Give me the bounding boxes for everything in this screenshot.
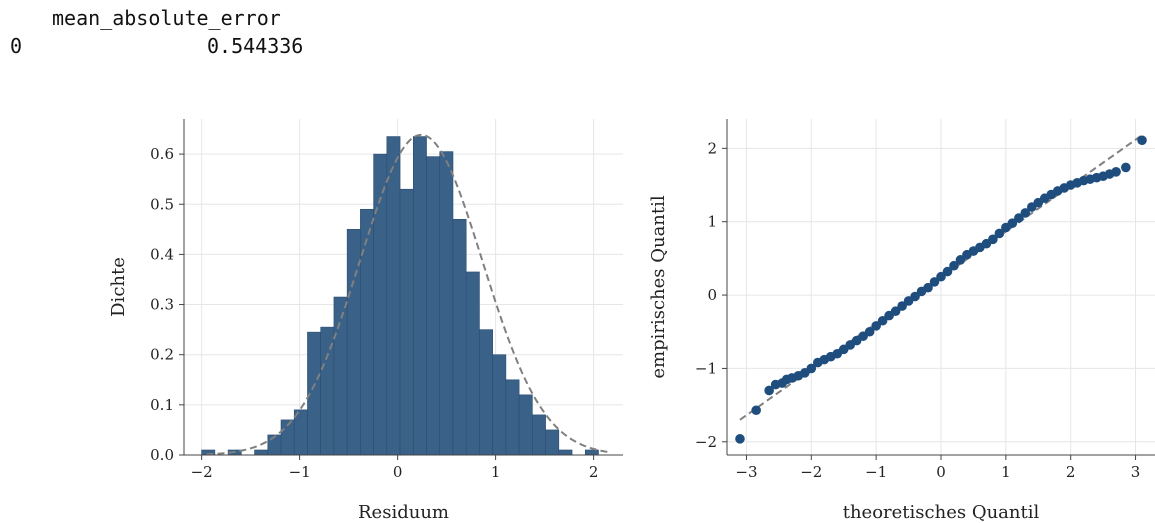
qq-point (1137, 135, 1147, 146)
density-curve (206, 133, 609, 456)
qq-point (890, 306, 901, 317)
qq-point (735, 434, 745, 444)
qq-point (751, 405, 761, 416)
qq-point (864, 326, 875, 337)
qq-point (942, 266, 953, 277)
histogram-chart: −2 −1 0 1 2 0.0 0.1 0.2 0.3 0.4 0.5 0.6 Residuum Dich… (108, 119, 623, 523)
qq-point (1111, 167, 1121, 177)
qq-point (1007, 218, 1018, 228)
histogram-bar (386, 136, 401, 456)
x-tick-label: −3 (735, 463, 757, 481)
histogram-bar (254, 449, 269, 456)
x-tick-label: −2 (800, 463, 822, 481)
y-tick-label: 0.3 (150, 296, 174, 314)
qq-point (955, 255, 966, 265)
qq-point (988, 234, 998, 245)
histogram-bar (426, 156, 441, 456)
histogram-bar (505, 379, 520, 456)
y-tick-label: 0.4 (150, 245, 174, 263)
qq-point (764, 385, 774, 396)
y-tick-label: 0.6 (150, 145, 174, 163)
histogram-bar (465, 271, 480, 456)
qq-point (923, 282, 933, 293)
histogram-bar (532, 414, 546, 456)
qq-point (936, 271, 946, 282)
x-tick-label: 1 (1001, 463, 1011, 481)
x-axis-label: Residuum (358, 502, 449, 523)
x-tick-label: 2 (1066, 463, 1076, 481)
histogram-bar (558, 449, 573, 456)
row-index: 0 (10, 34, 23, 58)
qq-point (806, 363, 817, 374)
qq-point (877, 315, 888, 326)
qq-point (910, 291, 920, 302)
y-tick-label: 1 (707, 213, 717, 231)
y-axis-label: Dichte (108, 257, 129, 317)
histogram-bar (412, 136, 427, 456)
y-axis-label: empirisches Quantil (648, 195, 669, 379)
y-tick-label: 0.2 (150, 346, 174, 364)
histogram-bar (492, 354, 507, 456)
x-tick-label: 3 (1131, 463, 1141, 481)
x-tick-label: 0 (936, 463, 946, 481)
y-tick-label: −2 (695, 433, 717, 451)
y-tick-label: 0 (707, 286, 717, 304)
qq-point (949, 260, 959, 271)
x-tick-label: 1 (491, 463, 501, 481)
qq-point (871, 321, 881, 331)
qq-point (994, 228, 1005, 239)
qq-point (1020, 208, 1031, 218)
histogram-bar (479, 329, 493, 456)
y-tick-label: 0.1 (150, 396, 174, 414)
histogram-bar (333, 296, 348, 456)
y-tick-label: 0.0 (150, 446, 174, 464)
qq-plot-chart: −3 −2 −1 0 1 2 3 −2 −1 0 1 2 theoretisches Quantil em… (648, 119, 1155, 523)
histogram-bar (439, 151, 454, 456)
y-tick-label: 2 (707, 139, 717, 157)
cell-value: 0.544336 (207, 34, 304, 58)
x-tick-label: −1 (865, 463, 887, 481)
qq-point (1121, 162, 1131, 173)
column-header: mean_absolute_error (52, 6, 281, 30)
qq-point (897, 301, 907, 311)
x-tick-label: 2 (589, 463, 599, 481)
histogram-bar (584, 449, 599, 456)
y-tick-label: −1 (695, 359, 717, 377)
x-tick-label: −1 (289, 463, 311, 481)
histogram-bar (399, 188, 414, 456)
histogram-bar (452, 218, 467, 456)
histogram-bar (545, 429, 560, 456)
dataframe-output: mean_absolute_error 0 0.544336 (0, 0, 330, 60)
qq-point (929, 277, 940, 287)
y-tick-label: 0.5 (150, 195, 174, 213)
histogram-bar (360, 208, 374, 456)
qq-point (1014, 213, 1024, 223)
histogram-bar (518, 394, 533, 456)
x-axis-label: theoretisches Quantil (843, 502, 1040, 523)
x-tick-label: −2 (191, 463, 213, 481)
x-tick-label: 0 (393, 463, 403, 481)
